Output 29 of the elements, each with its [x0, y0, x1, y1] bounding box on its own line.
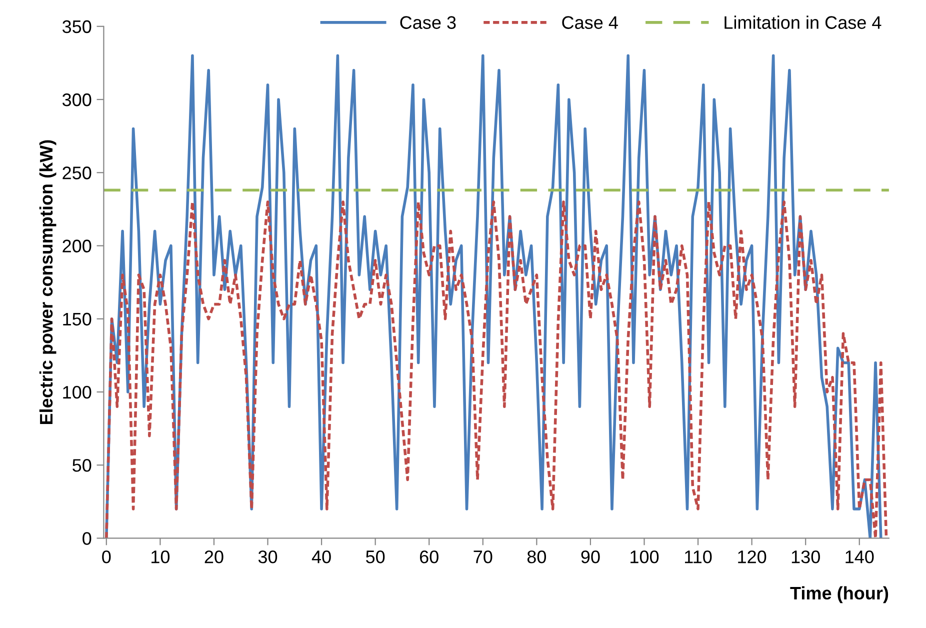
x-tick-label: 110 [685, 550, 712, 564]
y-axis-title: Electric power consumption (kW) [39, 140, 56, 424]
x-tick-label: 40 [312, 550, 331, 564]
y-tick-label: 100 [63, 386, 92, 399]
y-tick-label: 300 [62, 93, 92, 106]
x-tick-label: 30 [258, 550, 278, 564]
x-tick-label: 90 [581, 550, 600, 564]
line-series [105, 54, 882, 538]
y-tick-label: 50 [72, 459, 92, 472]
x-tick-label: 130 [792, 550, 820, 564]
y-tick-label: 0 [82, 532, 92, 545]
x-tick-label: 20 [204, 550, 224, 564]
y-tick-label: 250 [62, 166, 92, 180]
x-tick-label: 140 [846, 550, 874, 564]
legend-label: Limitation in Case 4 [724, 16, 882, 29]
legend-label: Case 4 [562, 16, 618, 29]
x-tick-label: 60 [420, 550, 438, 564]
x-tick-label: 100 [630, 550, 659, 564]
x-tick-label: 120 [738, 550, 766, 564]
x-tick-label: 70 [474, 550, 492, 564]
legend-label: Case 3 [400, 16, 456, 29]
x-tick-label: 50 [366, 550, 385, 564]
y-tick-label: 350 [62, 20, 92, 34]
x-tick-label: 10 [152, 550, 170, 564]
x-tick-label: 80 [527, 550, 546, 564]
y-tick-label: 150 [63, 312, 92, 326]
x-axis-title: Time (hour) [790, 586, 888, 604]
y-tick-label: 200 [62, 240, 92, 252]
x-tick-label: 0 [102, 550, 111, 564]
